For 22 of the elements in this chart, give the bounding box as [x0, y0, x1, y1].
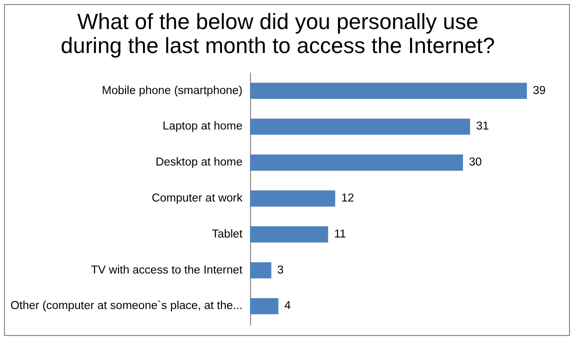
y-tick-label: Mobile phone (smartphone): [102, 84, 243, 97]
bar: [250, 262, 272, 278]
y-tick-label: Desktop at home: [156, 156, 242, 169]
data-label: 11: [334, 228, 346, 240]
y-tick-label: Computer at work: [152, 192, 243, 204]
bar: [250, 154, 463, 171]
y-tick-label: TV with access to the Internet: [91, 264, 244, 276]
y-tick-label: Other (computer at someone`s place, at the...: [10, 300, 242, 312]
data-label: 3: [277, 264, 284, 276]
data-label: 4: [284, 300, 292, 312]
data-label: 39: [532, 84, 546, 97]
bar: [250, 226, 328, 242]
chart-title: What of the below did you personally use during the last month to access the Internet?: [60, 9, 495, 58]
data-label: 31: [476, 120, 489, 133]
bar: [250, 82, 527, 99]
bar: [250, 190, 336, 207]
bar: [250, 298, 278, 314]
y-tick-label: Laptop at home: [162, 120, 242, 133]
data-label: 12: [341, 192, 354, 204]
y-tick-label: Tablet: [212, 228, 244, 240]
bar: [250, 118, 470, 135]
data-label: 30: [469, 156, 482, 169]
